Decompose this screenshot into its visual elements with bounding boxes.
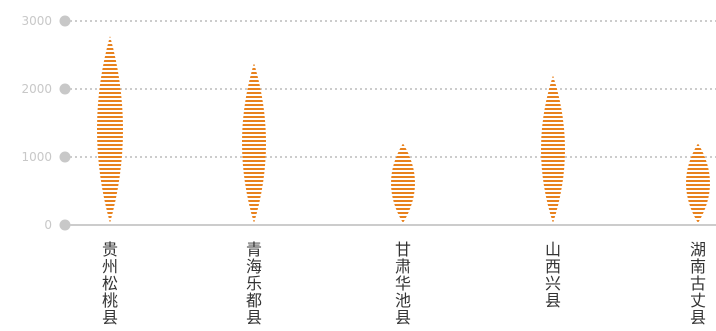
y-tick-label: 0 bbox=[44, 218, 52, 232]
x-axis: 贵州松桃县 青海乐都县 甘肃华池县 山西兴县 湖南古丈县 bbox=[102, 240, 706, 327]
y-tick-label: 3000 bbox=[21, 14, 52, 28]
bar-1 bbox=[97, 35, 123, 224]
y-tick-dot-2000 bbox=[59, 83, 71, 95]
plot-area bbox=[97, 35, 710, 224]
y-tick-label: 2000 bbox=[21, 82, 52, 96]
y-tick-dot-0 bbox=[59, 219, 71, 231]
bar-4 bbox=[541, 75, 565, 224]
category-label: 山西兴县 bbox=[545, 240, 561, 310]
bar-3 bbox=[391, 143, 415, 223]
grid-layer bbox=[65, 20, 716, 226]
bar-5 bbox=[686, 143, 710, 223]
category-label: 贵州松桃县 bbox=[102, 240, 118, 327]
y-tick-label: 1000 bbox=[21, 150, 52, 164]
y-axis: 0 1000 2000 3000 bbox=[21, 14, 71, 232]
category-label: 青海乐都县 bbox=[246, 240, 262, 327]
y-tick-dot-3000 bbox=[59, 15, 71, 27]
y-tick-dot-1000 bbox=[59, 151, 71, 163]
bar-2 bbox=[242, 63, 266, 223]
category-label: 湖南古丈县 bbox=[690, 240, 706, 327]
category-label: 甘肃华池县 bbox=[395, 240, 411, 327]
